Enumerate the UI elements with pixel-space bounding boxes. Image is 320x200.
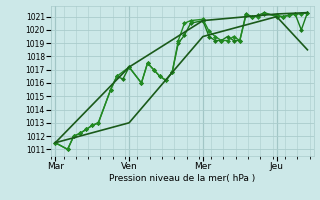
X-axis label: Pression niveau de la mer( hPa ): Pression niveau de la mer( hPa ) [109, 174, 256, 183]
